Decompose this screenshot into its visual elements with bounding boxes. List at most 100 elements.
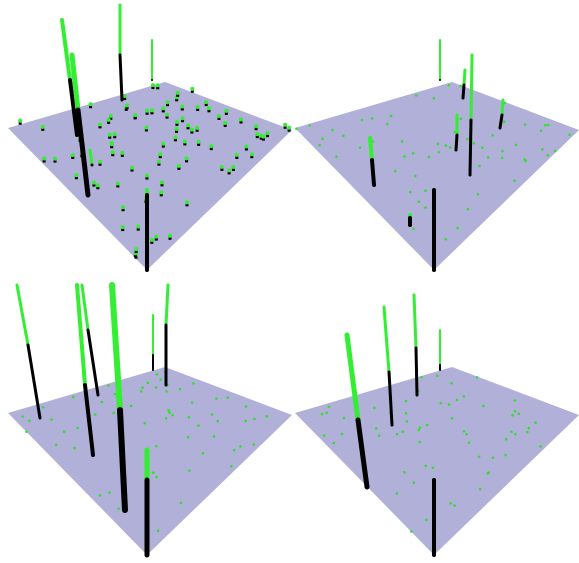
- dot: [527, 426, 531, 430]
- stick-base: [117, 407, 128, 513]
- dot: [412, 481, 416, 484]
- dot: [174, 126, 179, 131]
- dot: [98, 494, 102, 497]
- dot: [108, 491, 111, 494]
- stick-top: [500, 98, 505, 117]
- dot: [325, 411, 328, 414]
- stick-top: [382, 305, 391, 374]
- dot: [71, 395, 75, 399]
- stick-base: [454, 133, 459, 152]
- dot: [136, 224, 141, 229]
- dot: [465, 432, 468, 436]
- stick-top: [80, 283, 90, 332]
- plane: [8, 367, 292, 555]
- dot: [261, 134, 266, 139]
- dot: [395, 432, 399, 436]
- dot: [501, 149, 504, 153]
- dot: [568, 133, 571, 136]
- dot: [439, 401, 443, 405]
- dot: [389, 114, 393, 118]
- dot: [53, 156, 58, 161]
- dot: [414, 94, 418, 97]
- dot: [112, 132, 117, 137]
- dot: [360, 118, 364, 122]
- dot: [539, 129, 543, 132]
- dot: [143, 421, 147, 425]
- dot: [110, 150, 115, 155]
- dot: [544, 123, 547, 127]
- dot: [283, 122, 288, 127]
- dot: [447, 83, 451, 87]
- dot: [149, 237, 154, 242]
- dot: [511, 413, 514, 417]
- dot: [154, 386, 158, 389]
- dot: [450, 381, 453, 385]
- dot: [253, 417, 256, 421]
- dot: [190, 86, 195, 91]
- dot: [332, 441, 336, 445]
- stick-base: [26, 343, 42, 420]
- dot: [164, 112, 169, 117]
- dot: [50, 418, 53, 421]
- dot: [155, 475, 158, 479]
- dot: [514, 432, 517, 436]
- sticks: [15, 3, 505, 558]
- dot: [418, 440, 422, 444]
- dot: [121, 205, 126, 210]
- dot: [93, 413, 97, 416]
- dot: [178, 387, 182, 391]
- dot: [525, 430, 529, 434]
- dot: [141, 386, 144, 389]
- dot: [168, 411, 171, 414]
- dot: [129, 165, 134, 170]
- dot: [523, 123, 527, 126]
- dot: [327, 405, 331, 409]
- dot: [546, 123, 550, 127]
- dot: [342, 416, 346, 420]
- dot: [41, 406, 45, 409]
- dot: [503, 120, 506, 124]
- dot: [231, 164, 236, 169]
- dot: [453, 130, 457, 134]
- dot: [424, 189, 427, 192]
- dot: [156, 159, 161, 164]
- dot: [405, 420, 409, 423]
- dot: [175, 90, 180, 95]
- dot: [453, 504, 456, 507]
- dot: [436, 142, 440, 146]
- dot: [432, 96, 436, 100]
- dot: [185, 200, 190, 205]
- dot: [186, 435, 190, 439]
- dot: [197, 424, 200, 427]
- dot: [115, 181, 120, 186]
- dot: [335, 155, 338, 158]
- dot: [340, 432, 344, 436]
- dot: [154, 234, 159, 239]
- dot: [201, 452, 205, 455]
- dot: [424, 464, 428, 468]
- dot: [358, 146, 362, 149]
- dot: [25, 430, 28, 433]
- dot: [223, 120, 228, 125]
- stick-base: [86, 328, 100, 397]
- dot: [420, 375, 423, 379]
- dot: [408, 190, 412, 194]
- dot: [462, 395, 466, 398]
- dot: [523, 158, 526, 161]
- dot: [425, 518, 428, 522]
- dot: [219, 164, 224, 169]
- dot: [108, 113, 113, 118]
- dot: [129, 404, 133, 408]
- dot: [196, 139, 201, 144]
- dot: [239, 117, 244, 122]
- dot: [74, 173, 79, 178]
- dot: [513, 399, 517, 402]
- dot: [377, 434, 381, 437]
- dot: [187, 469, 191, 472]
- stick-base: [68, 78, 79, 137]
- dot: [150, 83, 155, 88]
- dot: [161, 106, 166, 111]
- dot: [144, 173, 149, 178]
- dot: [308, 124, 311, 127]
- dot: [40, 124, 45, 129]
